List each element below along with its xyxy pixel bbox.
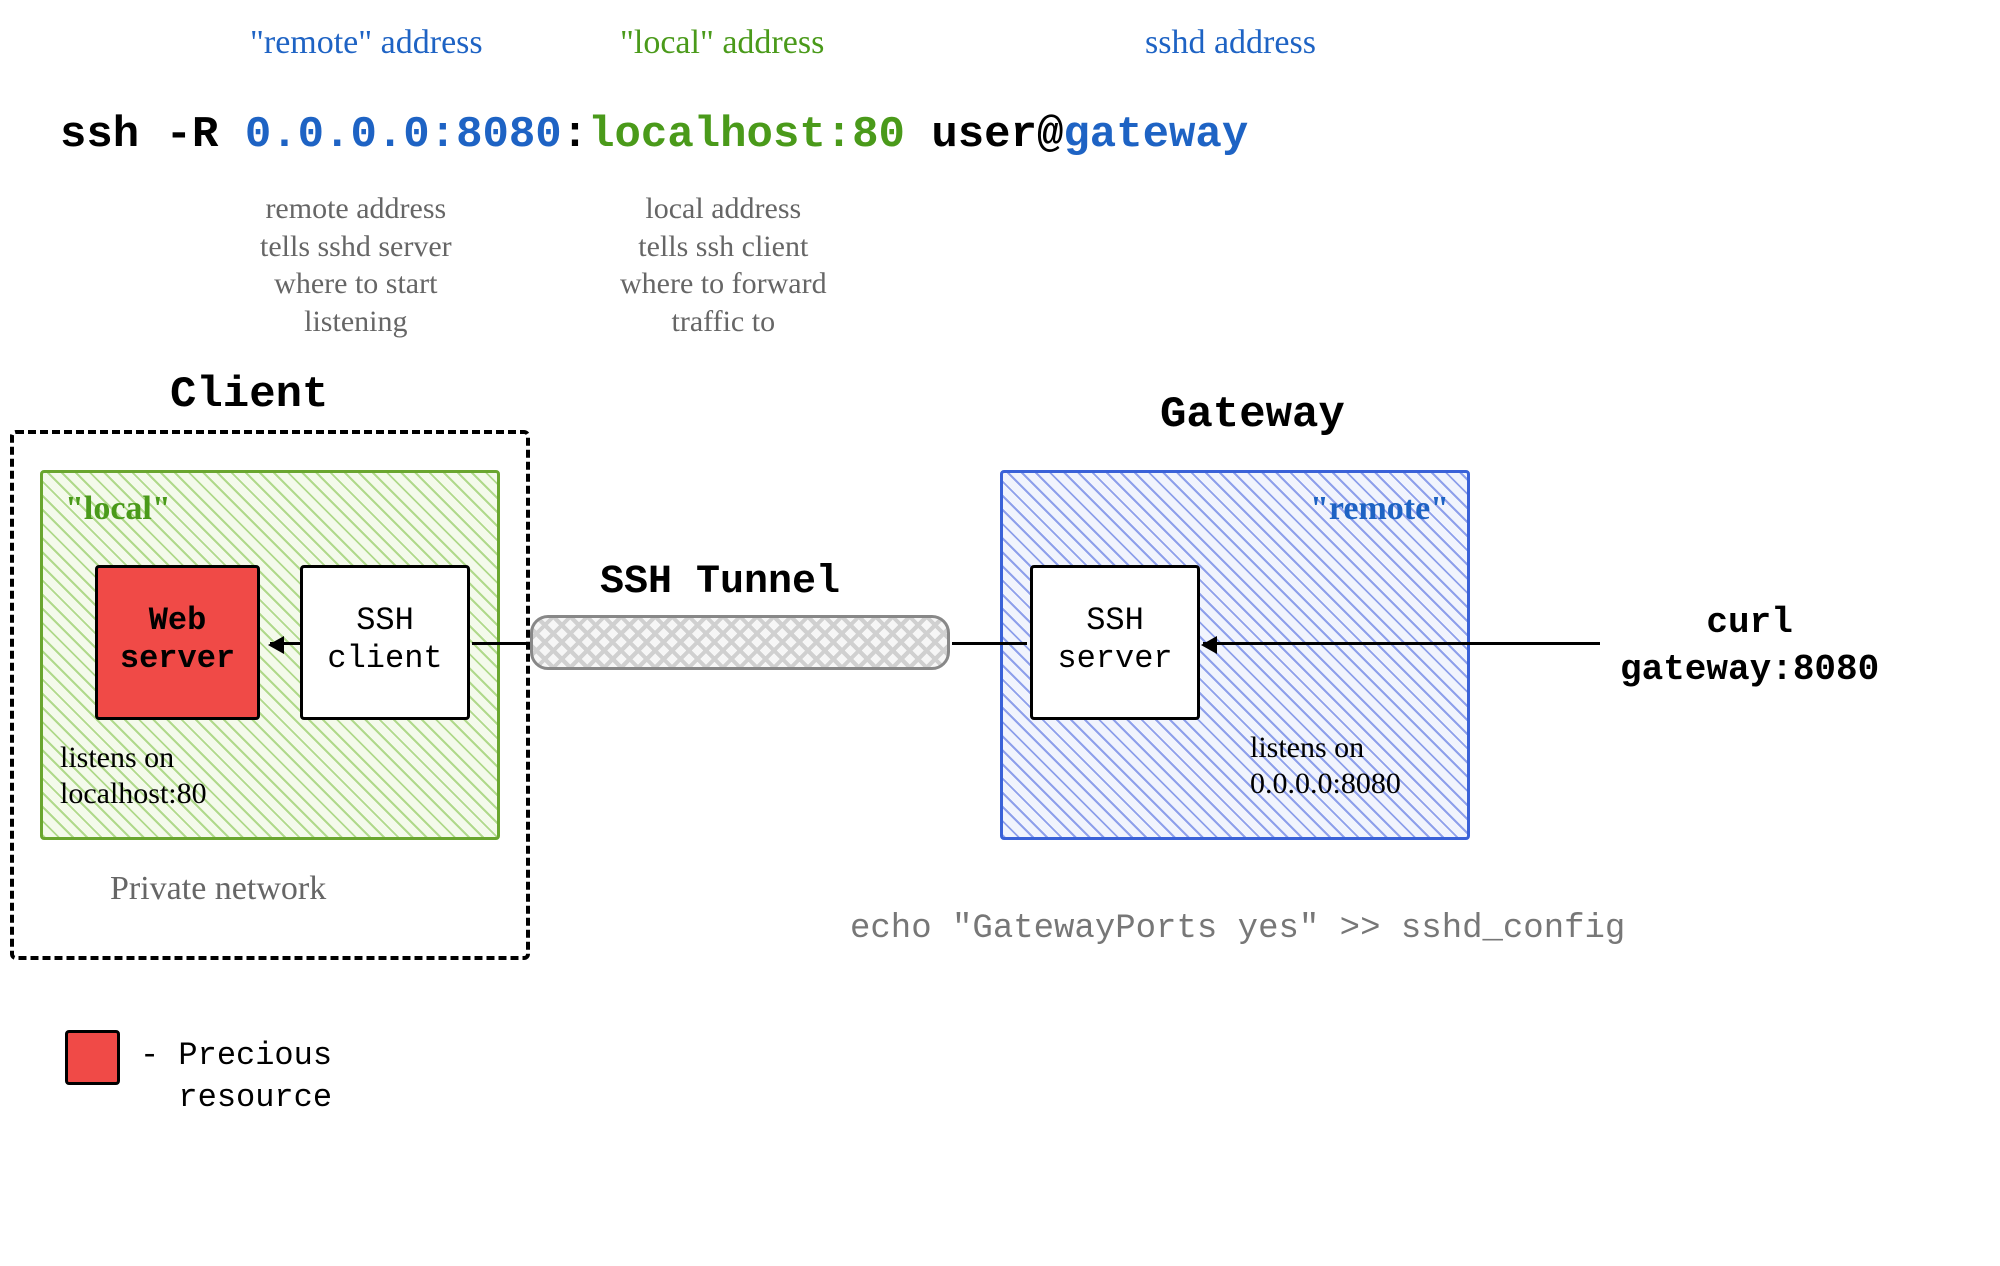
top-label-sshd: sshd address: [1145, 24, 1316, 62]
top-label-remote: "remote" address: [250, 24, 483, 62]
web-server-box: Web server: [95, 565, 260, 720]
curl-command: curl gateway:8080: [1620, 600, 1879, 694]
curl-line-2: gateway:8080: [1620, 647, 1879, 694]
remote-tag: "remote": [1310, 490, 1449, 528]
web-server-label: Web server: [98, 568, 257, 679]
echo-command: echo "GatewayPorts yes" >> sshd_config: [850, 910, 1625, 948]
top-label-local: "local" address: [620, 24, 824, 62]
connector-tunnel-to-sshserver: [952, 642, 1027, 645]
private-network-label: Private network: [110, 870, 326, 908]
tunnel-label: SSH Tunnel: [600, 560, 840, 605]
ssh-client-box: SSH client: [300, 565, 470, 720]
gateway-heading: Gateway: [1160, 390, 1345, 440]
arrow-web-to-sshclient: [270, 642, 300, 645]
ssh-server-box: SSH server: [1030, 565, 1200, 720]
gateway-listens-label: listens on 0.0.0.0:8080: [1250, 730, 1401, 802]
cmd-colon: :: [562, 110, 588, 160]
cmd-remote-addr: 0.0.0.0:8080: [245, 110, 562, 160]
local-tag: "local": [65, 490, 171, 528]
cmd-gateway: gateway: [1063, 110, 1248, 160]
cmd-user-prefix: user@: [905, 110, 1063, 160]
client-heading: Client: [170, 370, 328, 420]
ssh-command: ssh -R 0.0.0.0:8080:localhost:80 user@ga…: [60, 110, 1248, 160]
cmd-ssh-prefix: ssh -R: [60, 110, 245, 160]
arrow-curl-to-sshserver: [1203, 642, 1600, 645]
ssh-client-label: SSH client: [303, 568, 467, 679]
tunnel-shape: [530, 615, 950, 670]
explain-local: local address tells ssh client where to …: [620, 190, 827, 340]
client-listens-label: listens on localhost:80: [60, 740, 207, 812]
legend-text: - Precious resource: [140, 1035, 332, 1118]
ssh-server-label: SSH server: [1033, 568, 1197, 679]
explain-remote: remote address tells sshd server where t…: [260, 190, 452, 340]
cmd-local-addr: localhost:80: [588, 110, 905, 160]
legend-swatch: [65, 1030, 120, 1085]
curl-line-1: curl: [1620, 600, 1879, 647]
connector-sshclient-to-tunnel: [472, 642, 527, 645]
